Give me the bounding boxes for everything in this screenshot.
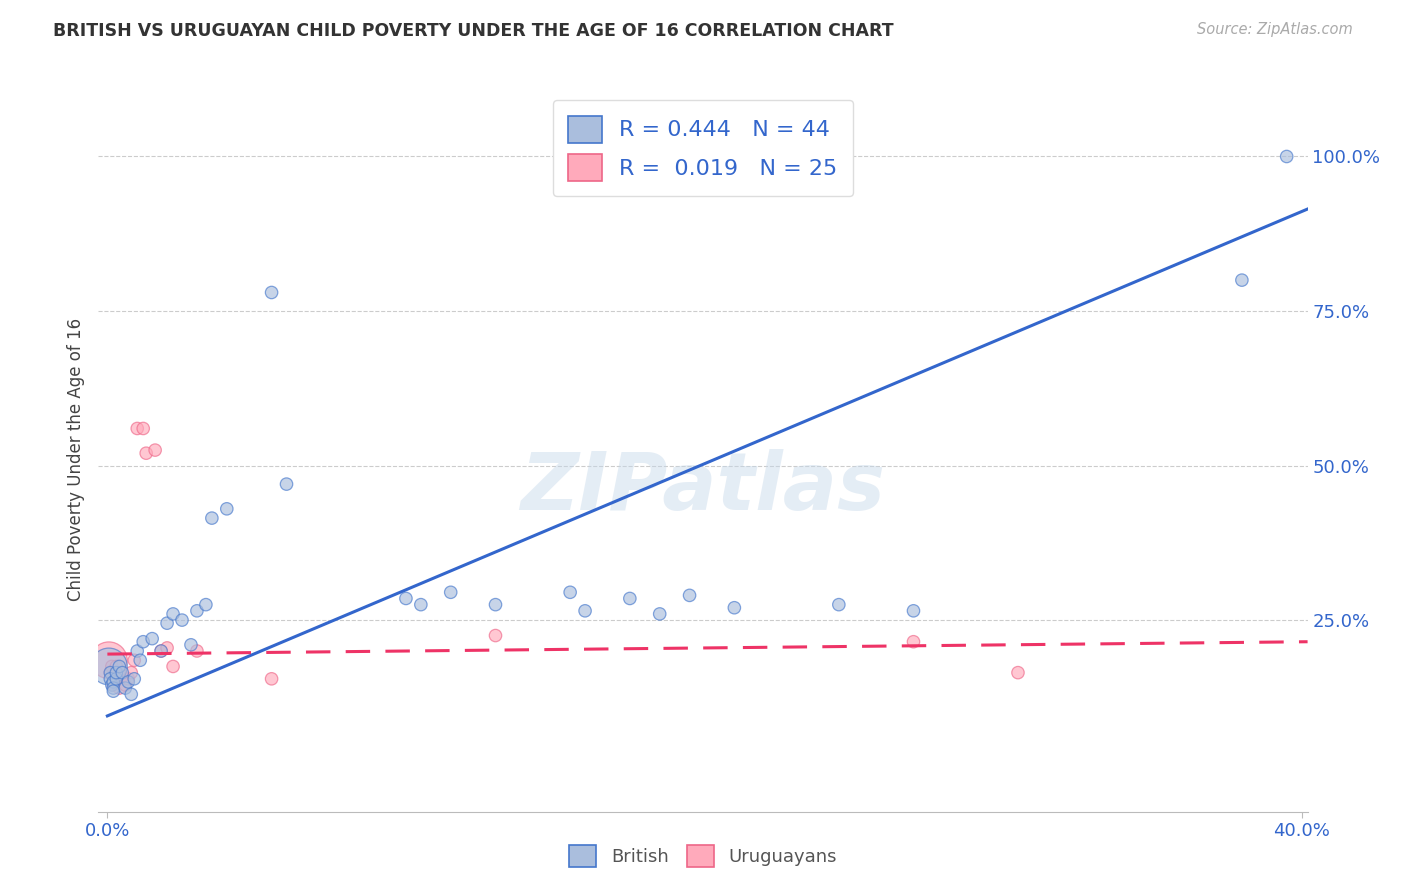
Point [276, 477, 298, 491]
Point [1007, 665, 1029, 680]
Point [98, 665, 121, 680]
Point [484, 598, 506, 612]
Point [105, 669, 128, 683]
Point [111, 665, 134, 680]
Point [156, 640, 179, 655]
Point [156, 616, 179, 631]
Point [143, 443, 166, 458]
Point [127, 644, 149, 658]
Point [103, 672, 125, 686]
Point [484, 628, 506, 642]
Point [395, 591, 418, 606]
Point [260, 285, 283, 300]
Point [150, 644, 173, 658]
Point [97, 659, 120, 673]
Point [108, 659, 131, 673]
Point [141, 632, 163, 646]
Point [170, 613, 193, 627]
Point [103, 678, 125, 692]
Point [162, 659, 184, 673]
Point [1275, 149, 1298, 163]
Point [180, 638, 202, 652]
Point [678, 588, 700, 602]
Point [120, 687, 142, 701]
Point [127, 421, 149, 435]
Point [114, 678, 136, 692]
Legend: R = 0.444   N = 44, R =  0.019   N = 25: R = 0.444 N = 44, R = 0.019 N = 25 [553, 100, 853, 196]
Point [111, 669, 134, 683]
Point [122, 672, 145, 686]
Point [101, 678, 124, 692]
Point [122, 653, 145, 667]
Point [103, 681, 125, 695]
Point [103, 684, 125, 698]
Text: BRITISH VS URUGUAYAN CHILD POVERTY UNDER THE AGE OF 16 CORRELATION CHART: BRITISH VS URUGUAYAN CHILD POVERTY UNDER… [53, 22, 894, 40]
Point [186, 644, 208, 658]
Point [260, 672, 283, 686]
Point [117, 674, 139, 689]
Point [103, 674, 125, 689]
Point [105, 659, 128, 673]
Point [162, 607, 184, 621]
Point [619, 591, 641, 606]
Point [440, 585, 463, 599]
Point [105, 672, 128, 686]
Point [723, 600, 745, 615]
Point [574, 604, 596, 618]
Point [132, 421, 155, 435]
Point [129, 653, 152, 667]
Point [105, 665, 128, 680]
Legend: British, Uruguayans: British, Uruguayans [562, 838, 844, 874]
Point [215, 501, 238, 516]
Point [98, 672, 121, 686]
Y-axis label: Child Poverty Under the Age of 16: Child Poverty Under the Age of 16 [66, 318, 84, 601]
Point [903, 604, 925, 618]
Point [135, 446, 157, 460]
Point [560, 585, 582, 599]
Point [108, 681, 131, 695]
Point [409, 598, 432, 612]
Point [101, 659, 124, 673]
Point [114, 681, 136, 695]
Point [186, 604, 208, 618]
Point [1230, 273, 1253, 287]
Point [648, 607, 671, 621]
Point [98, 665, 121, 680]
Point [903, 634, 925, 648]
Point [120, 665, 142, 680]
Point [150, 644, 173, 658]
Point [117, 672, 139, 686]
Point [132, 634, 155, 648]
Point [201, 511, 224, 525]
Text: Source: ZipAtlas.com: Source: ZipAtlas.com [1197, 22, 1353, 37]
Point [194, 598, 217, 612]
Point [828, 598, 851, 612]
Point [97, 653, 120, 667]
Text: ZIPatlas: ZIPatlas [520, 449, 886, 526]
